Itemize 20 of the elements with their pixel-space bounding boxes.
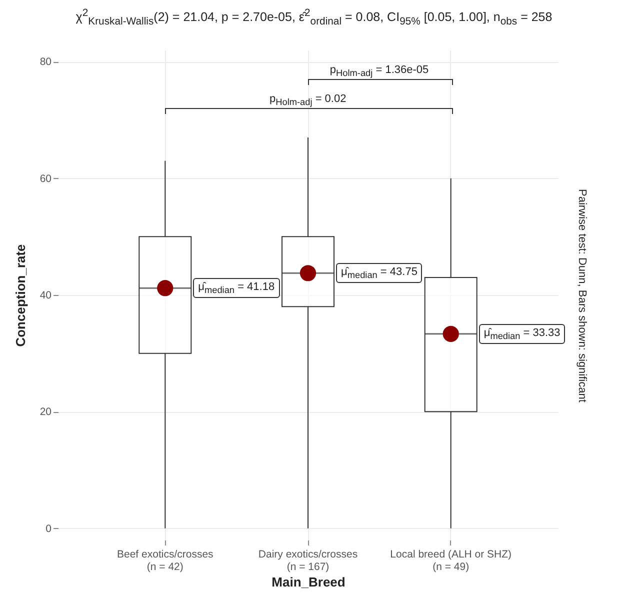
y-tick-label: 20	[40, 406, 52, 418]
x-tick-label: Local breed (ALH or SHZ) (n = 49)	[390, 548, 512, 573]
annotation: μ̂$_{median}$ = 43.75	[336, 263, 422, 284]
y-tick-label: 80	[40, 56, 52, 68]
point	[157, 280, 174, 296]
y-axis-title: Conception_rate	[12, 244, 28, 347]
annotation: μ̂$_{median}$ = 41.18	[193, 278, 280, 298]
x-tick-label: Beef exotics/crosses (n = 42)	[116, 548, 214, 573]
y-tick-label: 60	[40, 172, 52, 185]
annotation: p$_{Holm-adj}$ = 0.02	[270, 93, 346, 108]
chart-title: χ$^{2}$$_{Kruskal-Wallis}$(2) = 21.04, p = 2.70e-05, ε̂$^{2}$$_{ordinal}$ = 0.08, CI$_{95%}$ [0.05, 1.00], n$_{obs}$ = 258	[76, 8, 552, 28]
point	[442, 326, 459, 342]
x-axis-title: Main_Breed	[272, 574, 346, 590]
y-tick-label: 40	[40, 290, 52, 302]
point	[300, 265, 316, 282]
annotation: μ̂$_{median}$ = 33.33	[478, 324, 566, 344]
x-tick-label: Dairy exotics/crosses (n = 167)	[258, 548, 358, 573]
y-tick-label: 0	[46, 522, 52, 535]
text: Pairwise test: Dunn, Bars shown: significant	[576, 188, 588, 402]
annotation: p$_{Holm-adj}$ = 1.36e-05	[330, 64, 429, 78]
